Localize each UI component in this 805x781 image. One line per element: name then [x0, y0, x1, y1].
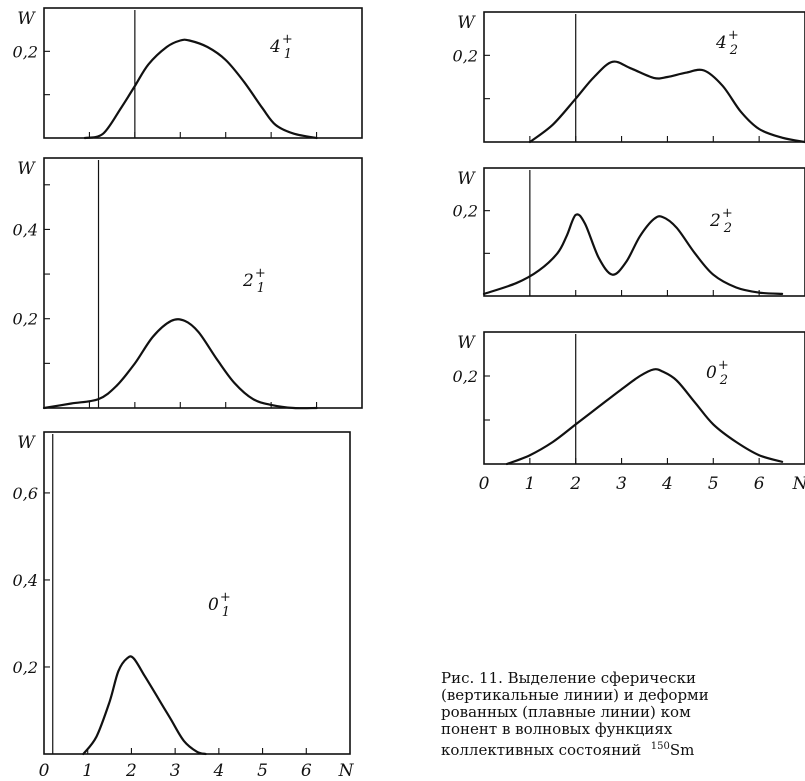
- state-label: 4+ 1: [269, 32, 293, 62]
- state-label-sub: 1: [222, 605, 230, 620]
- plot-frame: [43, 431, 351, 755]
- x-tick-label: 2: [569, 474, 581, 494]
- x-tick-label: 3: [616, 474, 627, 494]
- state-label-sub: 2: [719, 373, 728, 388]
- state-label-sup: +: [722, 206, 733, 221]
- state-label: 0+ 1: [208, 590, 231, 620]
- y-axis-label: W: [457, 169, 476, 189]
- y-tick-label: 0,2: [453, 367, 478, 386]
- state-label-sub: 1: [257, 281, 265, 296]
- deformed-component-curve: [482, 213, 784, 295]
- deformed-component-curve: [528, 60, 805, 144]
- state-label: 4+ 2: [715, 28, 739, 58]
- y-tick-label: 0,4: [13, 220, 38, 239]
- state-label: 0+ 2: [706, 358, 729, 388]
- x-tick-label: 2: [125, 761, 137, 781]
- state-label-sup: +: [282, 32, 293, 47]
- x-tick-label: 1: [82, 761, 93, 781]
- plot-frame: [43, 7, 363, 139]
- x-tick-label: 6: [754, 474, 765, 494]
- plot-frame: [483, 167, 805, 297]
- state-label: 2+ 2: [709, 206, 733, 236]
- state-label-sup: +: [220, 590, 231, 605]
- deformed-component-curve: [505, 368, 784, 466]
- chart-panel-4-1: W 0,2 4+ 1: [13, 7, 363, 140]
- figure-caption: Рис. 11. Выделение сферически (вертикаль…: [441, 670, 805, 759]
- y-tick-label: 0,4: [13, 571, 38, 590]
- caption-line: Рис. 11. Выделение сферически: [441, 670, 696, 687]
- y-axis-label: W: [17, 9, 36, 29]
- plot-frame: [483, 11, 805, 143]
- y-tick-label: 0,2: [13, 42, 38, 61]
- deformed-component-curve: [82, 655, 207, 756]
- x-tick-label: 1: [524, 474, 535, 494]
- chart-panel-0-1: W0,60,40,20 1 2 3 4 5 6 N0+ 1: [13, 431, 355, 781]
- chart-panel-2-2: W 0,2 2+ 2: [453, 167, 805, 297]
- y-tick-label: 0,2: [13, 658, 38, 677]
- y-axis-label: W: [457, 13, 476, 33]
- chart-panel-2-1: W 0,4 0,2 2+ 1: [13, 157, 363, 410]
- y-tick-label: 0,2: [453, 202, 478, 221]
- state-label-base: 0: [208, 595, 219, 615]
- x-tick-label: 5: [708, 474, 719, 494]
- y-axis-label: W: [17, 433, 36, 453]
- x-tick-label: 4: [212, 761, 224, 781]
- state-label-sub: 2: [729, 43, 738, 58]
- x-tick-label: 6: [301, 761, 312, 781]
- state-label-base: 2: [242, 271, 254, 291]
- state-label-sup: +: [718, 358, 729, 373]
- x-tick-label: 5: [257, 761, 268, 781]
- state-label-sup: +: [255, 266, 266, 281]
- plot-frame: [43, 157, 363, 409]
- y-axis-label: W: [17, 159, 36, 179]
- isotope-mass: 150: [650, 741, 670, 752]
- caption-line: понент в волновых функциях: [441, 720, 673, 738]
- deformed-component-curve: [83, 38, 318, 140]
- chart-panel-4-2: W 0,2 4+ 2: [453, 11, 805, 144]
- x-axis-label: N: [338, 761, 355, 781]
- y-tick-label: 0,2: [453, 46, 478, 65]
- x-axis-label: N: [792, 474, 805, 494]
- x-tick-label: 3: [170, 761, 181, 781]
- state-label-base: 4: [269, 37, 281, 57]
- x-tick-label: 0: [479, 474, 490, 494]
- deformed-component-curve: [42, 318, 318, 410]
- plot-frame: [483, 331, 805, 465]
- state-label-sup: +: [728, 28, 739, 43]
- state-label-base: 2: [709, 211, 721, 231]
- y-tick-label: 0,6: [13, 484, 38, 503]
- isotope-element: Sm: [669, 741, 695, 759]
- caption-line: рованных (плавные линии) ком: [441, 703, 691, 721]
- state-label: 2+ 1: [242, 266, 266, 296]
- state-label-base: 4: [715, 33, 727, 53]
- caption-line: (вертикальные линии) и деформи: [441, 686, 709, 704]
- state-label-sub: 1: [284, 47, 292, 62]
- x-tick-label: 0: [39, 761, 50, 781]
- y-axis-label: W: [457, 333, 476, 353]
- caption-line: коллективных состояний: [441, 741, 642, 759]
- state-label-base: 0: [706, 363, 717, 383]
- x-tick-label: 4: [661, 474, 673, 494]
- y-tick-label: 0,2: [13, 310, 38, 329]
- state-label-sub: 2: [723, 221, 732, 236]
- caption-line-last: коллективных состояний 150Sm: [441, 738, 805, 759]
